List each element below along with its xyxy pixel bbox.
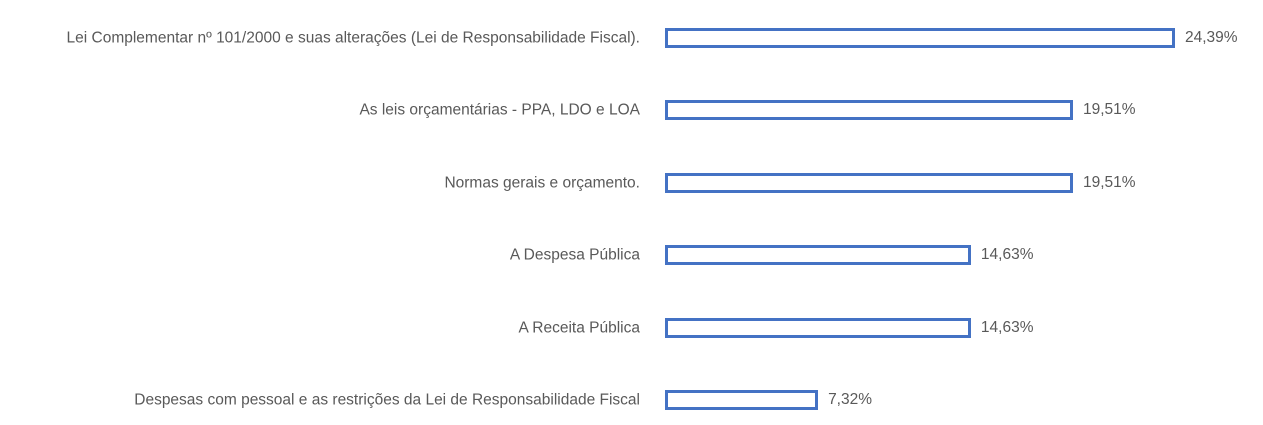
data-label: 7,32% <box>828 391 873 408</box>
bar <box>665 28 1175 48</box>
bar <box>665 100 1073 121</box>
category-label: A Despesa Pública <box>509 246 640 264</box>
data-label: 14,63% <box>980 318 1034 336</box>
category-label: Normas gerais e orçamento. <box>444 174 640 192</box>
data-label: 19,51% <box>1082 101 1136 119</box>
category-label: Lei Complementar nº 101/2000 e suas alte… <box>66 29 640 47</box>
data-label: 14,63% <box>980 246 1034 264</box>
data-label: 24,39% <box>1185 29 1238 46</box>
category-label: As leis orçamentárias - PPA, LDO e LOA <box>359 101 640 119</box>
bar <box>665 317 971 338</box>
bar <box>665 245 971 266</box>
category-label: A Receita Pública <box>518 319 641 337</box>
bar <box>665 390 819 410</box>
category-label: Despesas com pessoal e as restrições da … <box>134 391 640 409</box>
data-label: 19,51% <box>1082 173 1136 191</box>
bar <box>665 172 1073 193</box>
